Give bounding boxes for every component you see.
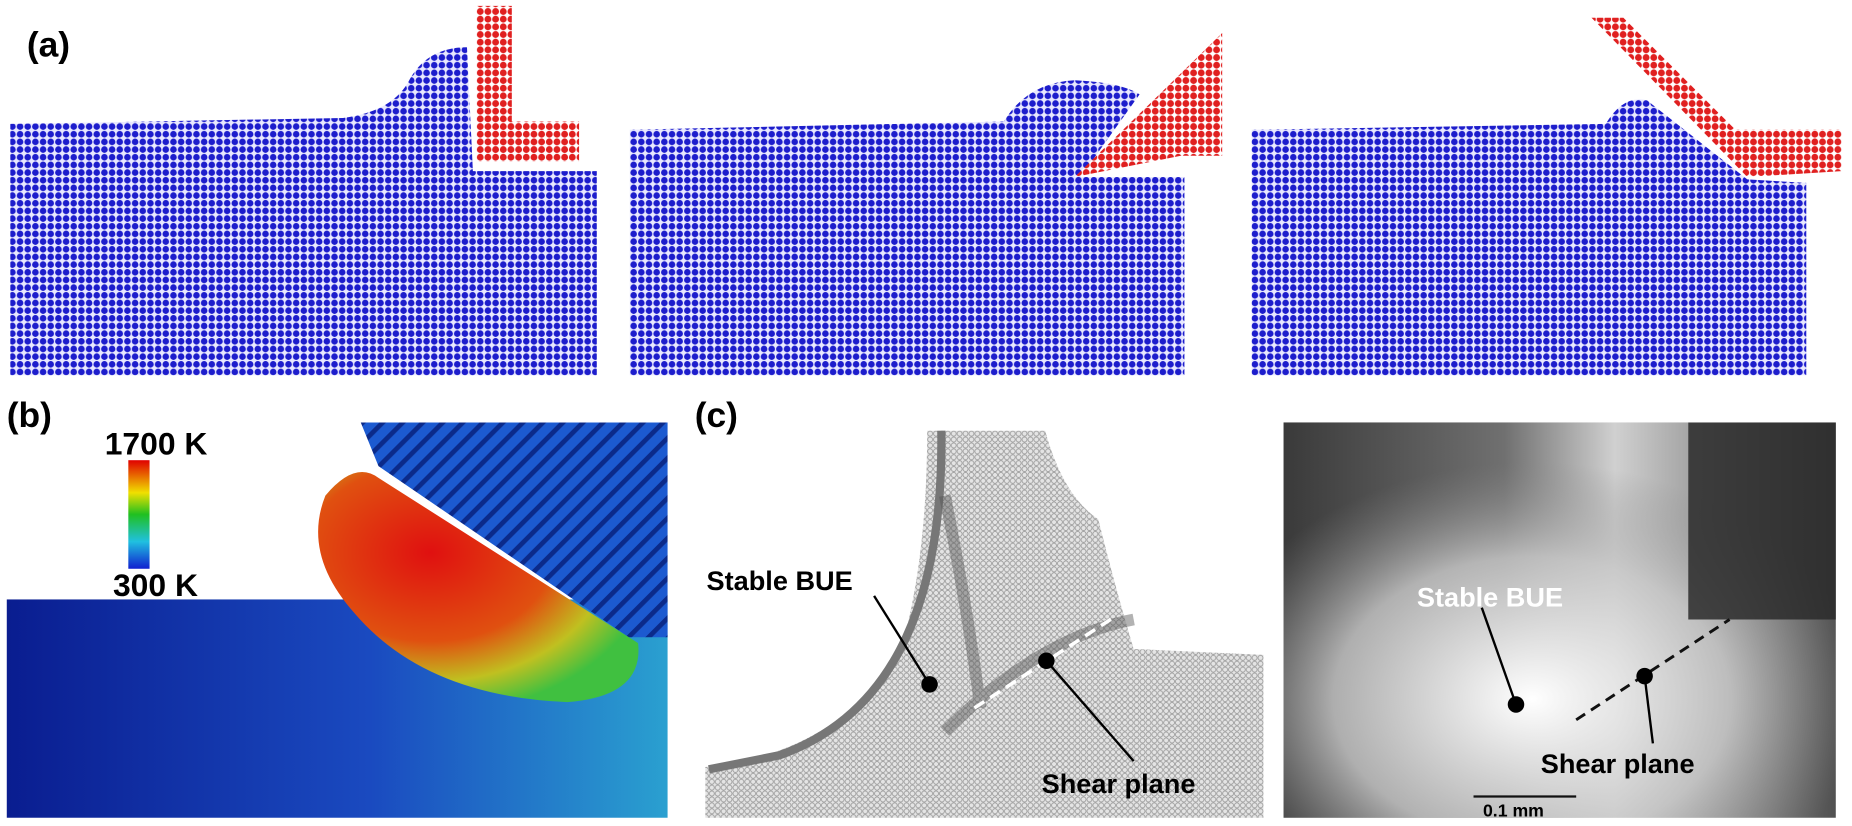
tool (1591, 17, 1842, 178)
annotation: Stable BUE (707, 565, 853, 596)
panel-label: (a) (27, 26, 70, 65)
tool (476, 5, 580, 162)
panel-c-experiment: Stable BUE Shear plane 0.1 mm (1283, 422, 1836, 821)
tool (1074, 33, 1223, 177)
colorbar-max: 1700 K (105, 425, 208, 461)
annotation: Stable BUE (1417, 582, 1563, 613)
leader (873, 595, 931, 686)
tool (360, 422, 668, 638)
workpiece (10, 47, 597, 376)
panel-label: (c) (695, 396, 738, 435)
chip (318, 472, 639, 703)
tool-edge (708, 430, 946, 774)
shear-line (1575, 618, 1731, 722)
leader (1045, 660, 1135, 762)
panel-c-simulation: Stable BUE Shear plane (c) (695, 396, 1264, 818)
shear-band (939, 494, 1135, 736)
marker (1636, 667, 1653, 685)
colorbar-min: 300 K (113, 567, 198, 603)
panel-b: 1700 K 300 K (b) (6, 396, 668, 818)
marker (1507, 696, 1525, 713)
annotation: Shear plane (1541, 748, 1695, 779)
scale-label: 0.1 mm (1483, 801, 1544, 821)
panel-label: (b) (7, 396, 52, 435)
marker (1038, 652, 1055, 670)
panel-a: (a) (10, 5, 1842, 376)
workpiece (1251, 99, 1807, 376)
marker (921, 676, 938, 693)
workpiece (629, 80, 1185, 376)
leader (1643, 675, 1655, 744)
annotation: Shear plane (1042, 768, 1196, 799)
colorbar (128, 460, 150, 569)
tool-shadow (1688, 422, 1836, 620)
leader (1480, 607, 1518, 705)
